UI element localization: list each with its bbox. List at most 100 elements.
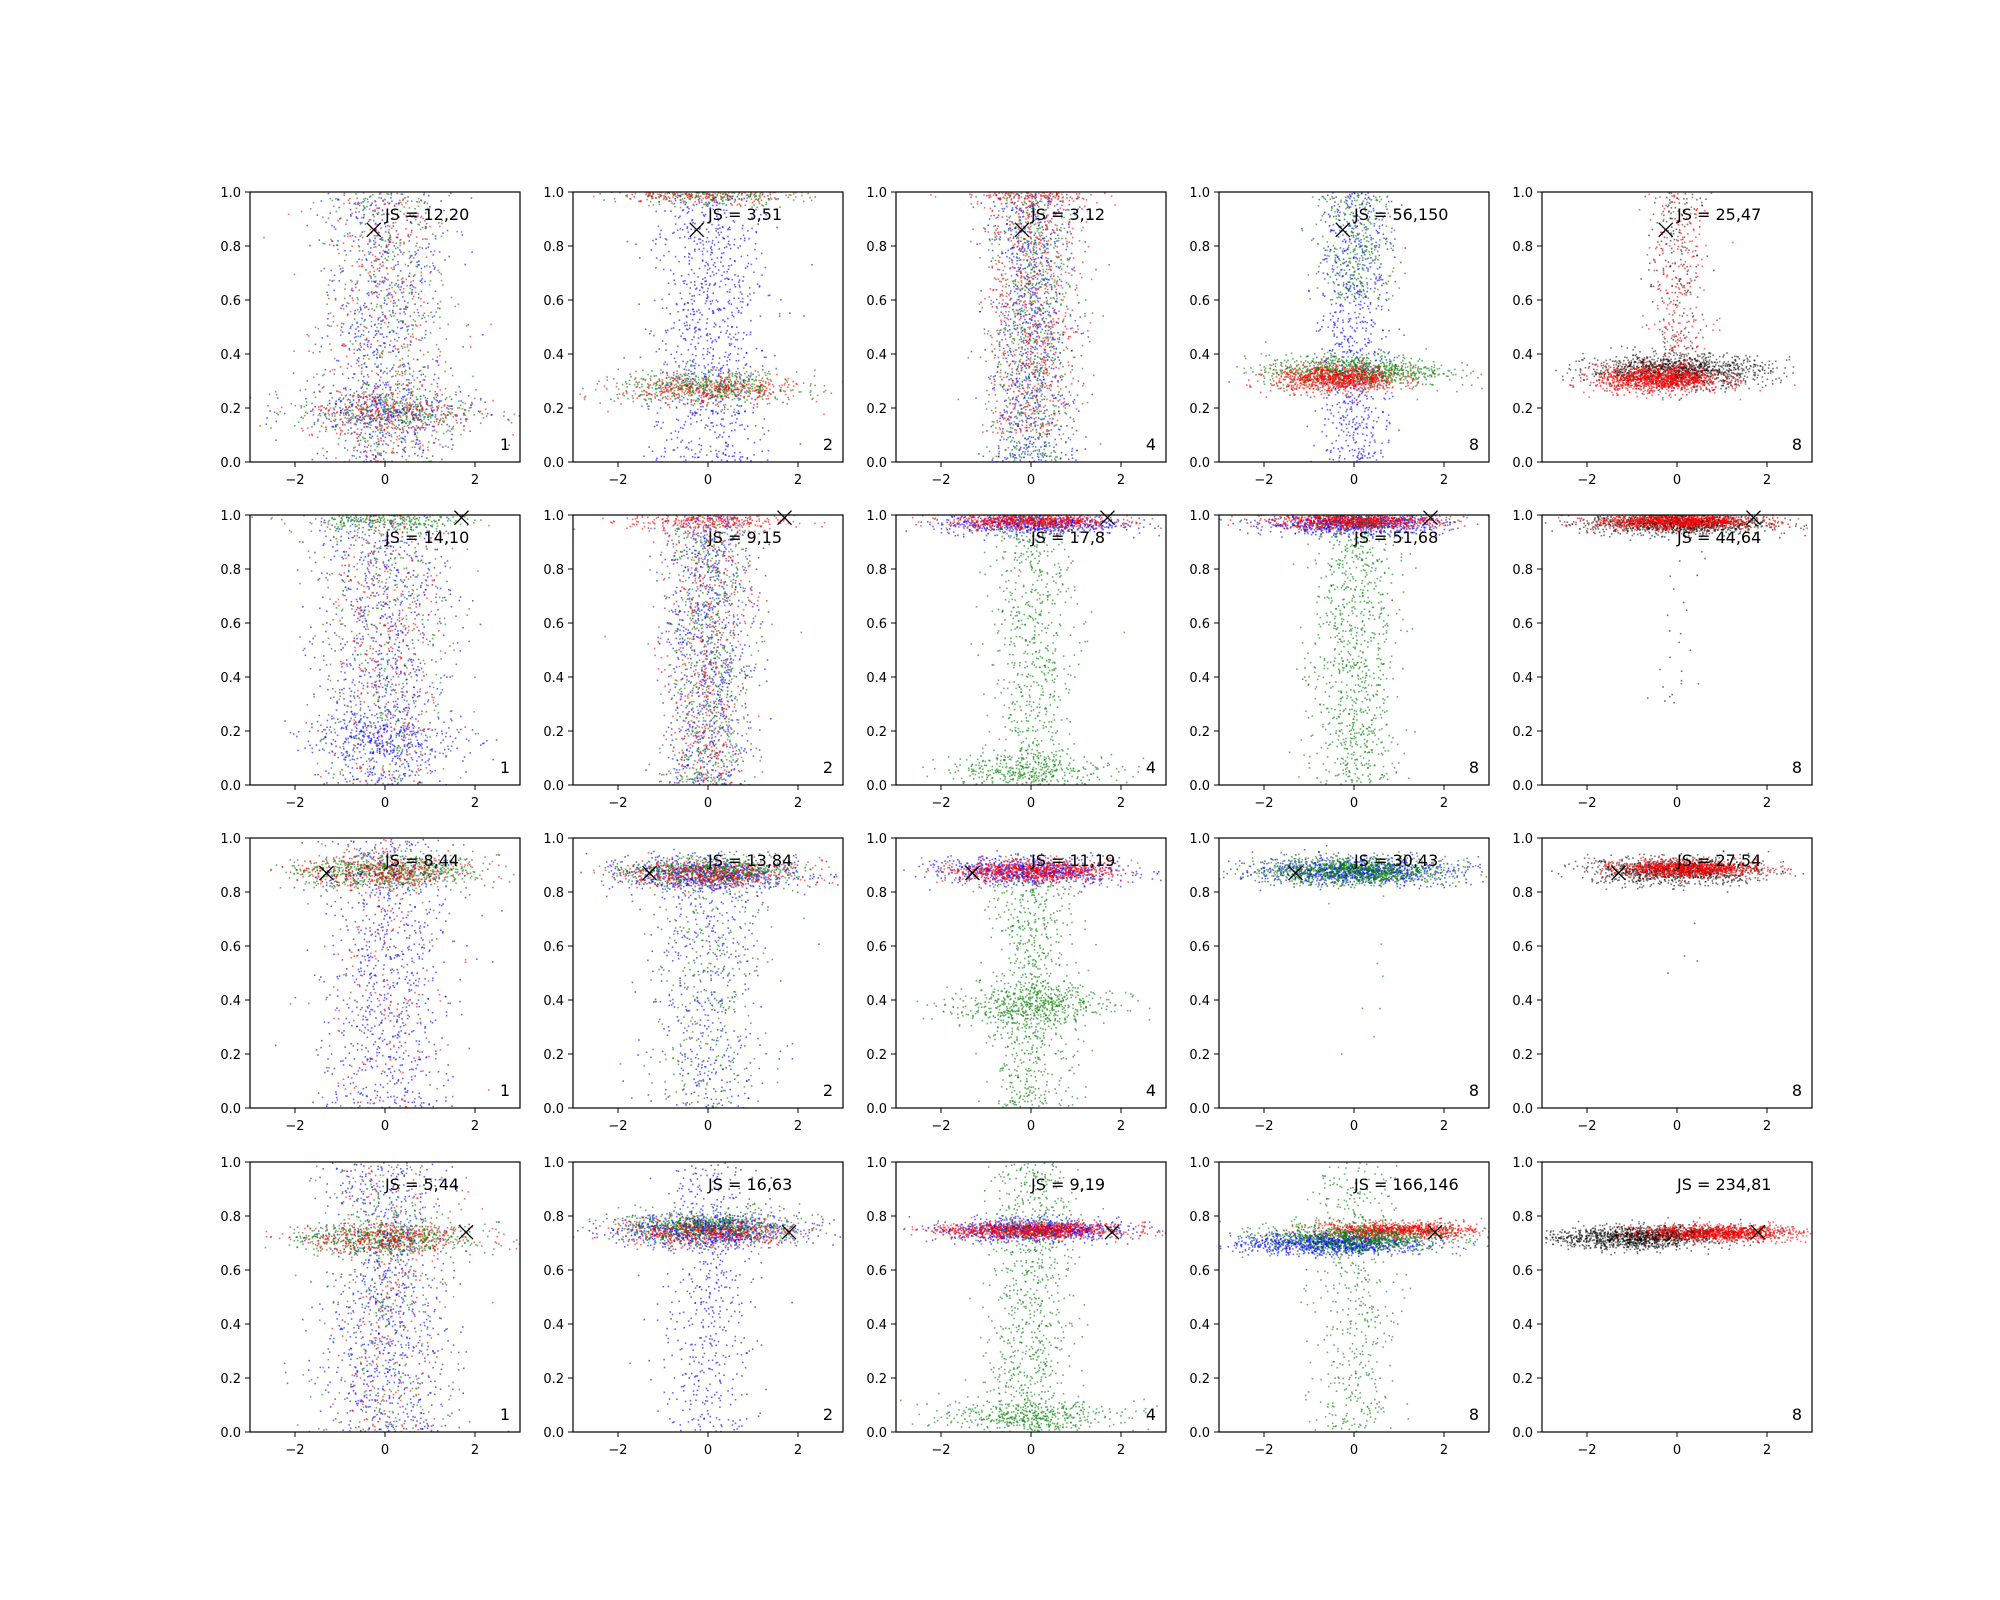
scatter-point	[741, 386, 744, 389]
scatter-point	[706, 332, 709, 335]
scatter-point	[1047, 355, 1049, 358]
scatter-point	[720, 280, 722, 283]
scatter-point	[424, 375, 427, 378]
scatter-point	[412, 370, 415, 373]
scatter-point	[655, 350, 658, 353]
scatter-point	[674, 199, 677, 202]
scatter-point	[730, 391, 732, 394]
scatter-point	[788, 194, 791, 196]
scatter-point	[389, 386, 391, 389]
scatter-point	[1052, 362, 1055, 364]
scatter-point	[395, 355, 397, 358]
scatter-point	[749, 331, 752, 333]
scatter-point	[359, 274, 362, 276]
scatter-point	[1076, 394, 1079, 397]
scatter-point	[664, 447, 666, 449]
scatter-point	[370, 445, 372, 447]
scatter-point	[439, 316, 441, 318]
scatter-point	[713, 396, 716, 398]
scatter-point	[394, 284, 396, 286]
scatter-point	[369, 204, 372, 207]
scatter-point	[365, 327, 368, 329]
scatter-point	[380, 363, 382, 365]
scatter-point	[384, 346, 386, 348]
scatter-point	[393, 424, 396, 427]
scatter-point	[746, 380, 749, 383]
scatter-point	[673, 378, 676, 380]
scatter-point	[1011, 398, 1014, 400]
scatter-point	[1029, 379, 1032, 382]
scatter-point	[729, 353, 732, 355]
scatter-point	[349, 419, 352, 421]
scatter-point	[719, 423, 722, 425]
scatter-point	[382, 313, 384, 316]
scatter-point	[726, 390, 728, 392]
scatter-point	[395, 230, 398, 232]
scatter-point	[267, 405, 269, 407]
scatter-point	[765, 374, 767, 377]
scatter-point	[419, 428, 421, 431]
scatter-point	[699, 242, 702, 244]
scatter-point	[422, 427, 425, 429]
scatter-point	[753, 390, 756, 392]
scatter-point	[270, 427, 272, 429]
scatter-point	[1041, 212, 1043, 215]
scatter-point	[667, 391, 669, 393]
scatter-point	[737, 381, 740, 383]
scatter-point	[719, 370, 722, 372]
scatter-point	[424, 333, 427, 336]
scatter-point	[785, 393, 787, 396]
scatter-point	[753, 271, 755, 274]
scatter-point	[370, 302, 372, 305]
scatter-point	[711, 242, 714, 244]
scatter-point	[344, 259, 346, 262]
scatter-point	[711, 340, 714, 342]
scatter-point	[768, 392, 771, 394]
scatter-point	[735, 378, 738, 380]
scatter-point	[728, 376, 731, 379]
scatter-point	[322, 216, 324, 219]
scatter-point	[830, 392, 833, 395]
scatter-point	[687, 273, 690, 276]
scatter-point	[348, 332, 350, 335]
scatter-point	[758, 391, 760, 393]
scatter-point	[699, 227, 701, 229]
scatter-point	[387, 414, 390, 417]
scatter-point	[606, 376, 608, 378]
scatter-point	[768, 402, 771, 405]
scatter-point	[720, 256, 723, 259]
scatter-point	[399, 359, 401, 361]
scatter-point	[707, 201, 710, 204]
scatter-point	[697, 337, 700, 339]
scatter-point	[762, 388, 764, 391]
scatter-point	[376, 291, 378, 294]
scatter-point	[684, 380, 687, 383]
scatter-point	[430, 250, 432, 253]
scatter-point	[645, 394, 648, 397]
scatter-point	[336, 411, 338, 413]
scatter-point	[404, 323, 407, 325]
scatter-point	[409, 256, 412, 258]
scatter-point	[688, 380, 690, 383]
scatter-point	[361, 259, 364, 261]
scatter-point	[405, 228, 407, 230]
scatter-point	[387, 193, 390, 196]
scatter-point	[659, 259, 662, 262]
scatter-point	[693, 403, 696, 405]
scatter-point	[337, 360, 340, 362]
scatter-point	[737, 309, 740, 312]
scatter-point	[682, 384, 685, 387]
scatter-point	[746, 399, 748, 401]
scatter-point	[761, 395, 763, 398]
scatter-point	[419, 349, 422, 352]
scatter-point	[684, 246, 686, 249]
scatter-point	[313, 423, 316, 425]
scatter-point	[702, 220, 705, 223]
scatter-point	[350, 289, 353, 291]
scatter-point	[366, 374, 369, 376]
scatter-point	[406, 346, 409, 348]
scatter-point	[417, 403, 419, 406]
scatter-point	[335, 197, 337, 200]
scatter-point	[698, 437, 701, 440]
scatter-point	[369, 195, 372, 197]
